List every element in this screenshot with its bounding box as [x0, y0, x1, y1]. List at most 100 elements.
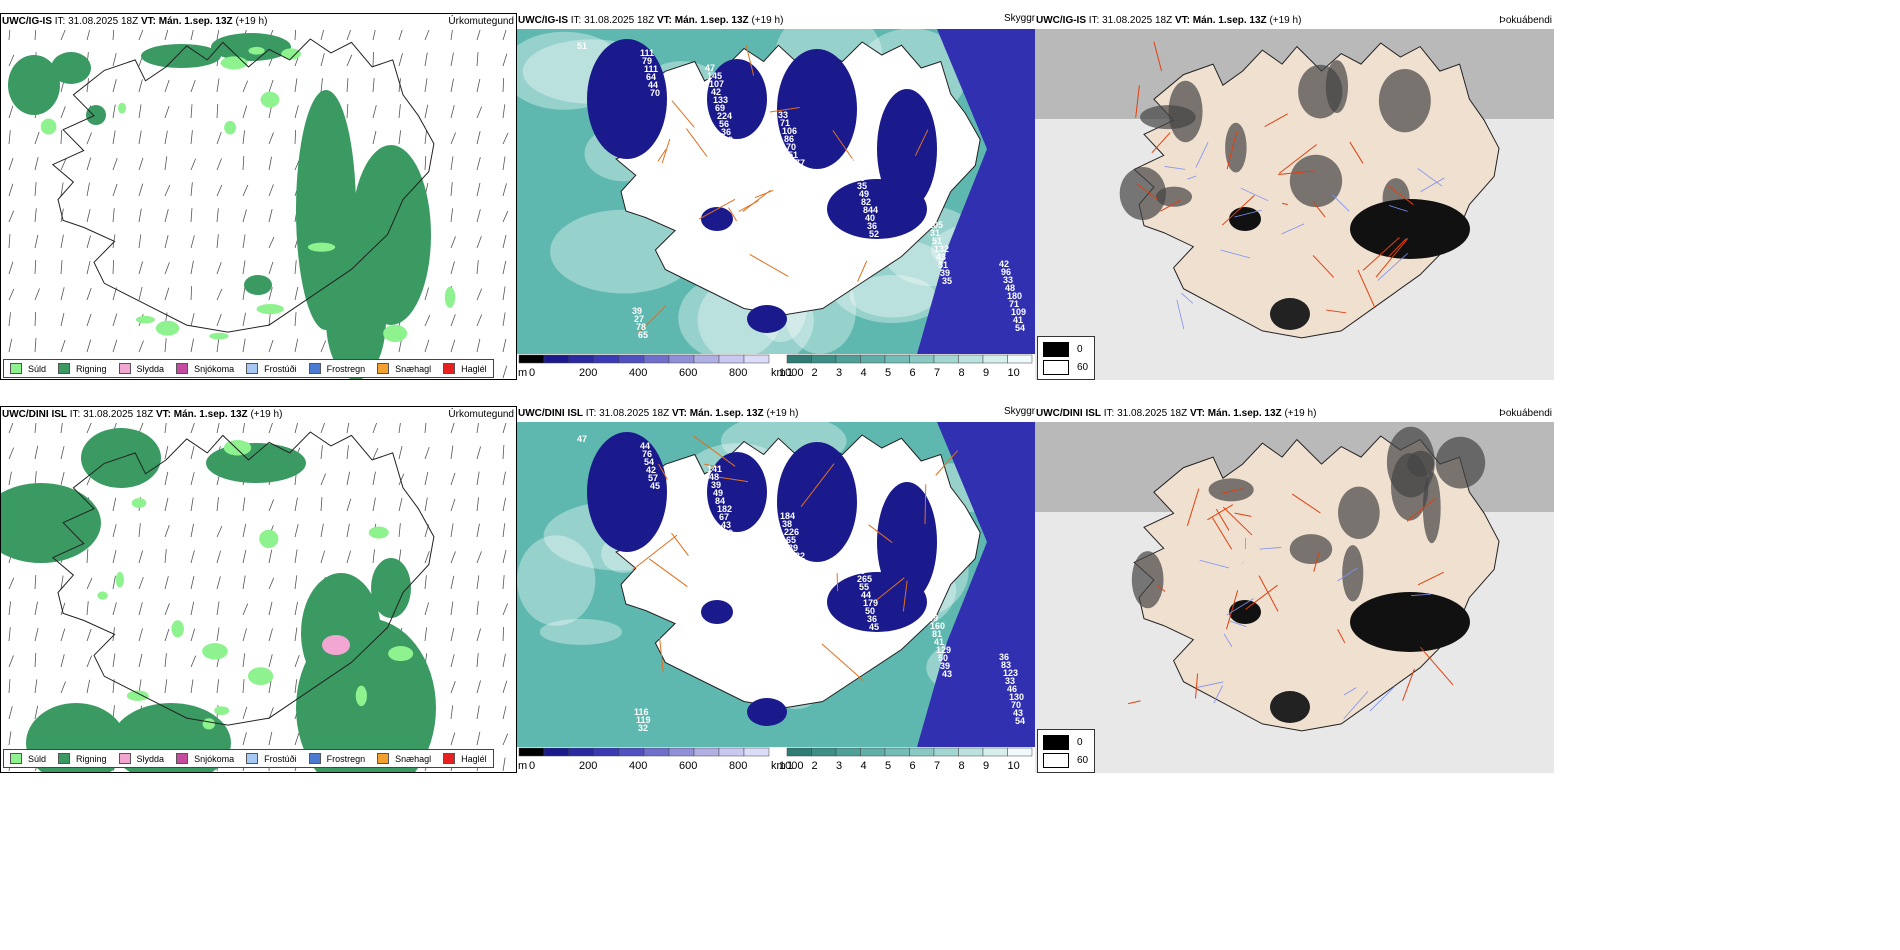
- wind-barb: [476, 78, 481, 93]
- drizzle-area: [247, 667, 274, 686]
- height-scale-step: [568, 354, 595, 364]
- cloud-panel-row1: UWC/IG-IS IT: 31.08.2025 18Z VT: Mán. 1.…: [1035, 13, 1554, 380]
- wind-barb: [138, 104, 142, 119]
- panel-header: UWC/DINI ISL IT: 31.08.2025 18Z VT: Mán.…: [1035, 406, 1554, 422]
- wind-barb: [294, 78, 298, 93]
- visibility-label: 43: [936, 252, 946, 262]
- wind-barb: [320, 497, 323, 512]
- wind-barb: [112, 208, 115, 223]
- vis-scale-step: [884, 747, 910, 757]
- road: [1226, 590, 1239, 630]
- model-name: UWC/DINI ISL: [1036, 408, 1101, 419]
- wind-barb: [86, 30, 91, 41]
- road: [1221, 194, 1255, 226]
- wind-barb: [8, 423, 14, 434]
- wind-barb: [60, 602, 66, 616]
- height-scale-step: [543, 354, 570, 364]
- legend-label: Frostregn: [326, 753, 366, 764]
- wind-barb: [86, 182, 90, 197]
- road: [692, 434, 736, 467]
- vis-scale-unit: km: [771, 367, 786, 379]
- wind-barb: [242, 653, 246, 668]
- wind-barb: [60, 260, 63, 275]
- height-scale-step: [643, 354, 670, 364]
- legend-item: Rigning: [58, 363, 107, 374]
- wind-barb: [34, 30, 37, 41]
- low-visibility: [747, 305, 787, 333]
- wind-barb: [242, 80, 249, 93]
- panel-header: UWC/IG-IS IT: 31.08.2025 18Z VT: Mán. 1.…: [1, 14, 516, 30]
- wind-barb: [450, 472, 456, 486]
- river: [1181, 292, 1194, 304]
- wind-barb: [86, 577, 93, 590]
- wind-barb: [268, 312, 271, 327]
- wind-barb: [164, 445, 169, 460]
- road: [704, 463, 721, 469]
- vis-scale-step: [835, 354, 861, 364]
- wind-barb: [372, 447, 379, 460]
- wind-barb: [190, 286, 193, 301]
- wind-barb: [216, 314, 222, 327]
- wind-barb: [450, 627, 455, 642]
- wind-barb: [372, 130, 377, 145]
- height-scale-step: [743, 354, 770, 364]
- low-visibility: [747, 698, 787, 726]
- fog-patch: [1208, 478, 1254, 502]
- height-scale-step: [743, 747, 770, 757]
- visibility-label: 106: [782, 126, 797, 136]
- wind-barb: [450, 78, 454, 93]
- fog-legend-min: 60: [1077, 755, 1089, 766]
- legend-item: Haglél: [443, 363, 487, 374]
- visibility-label: 133: [713, 95, 728, 105]
- wind-barb: [502, 210, 509, 223]
- wind-barb: [502, 549, 507, 564]
- wind-barb: [398, 338, 403, 353]
- wind-barb: [34, 260, 37, 275]
- wind-barb: [190, 472, 195, 486]
- wind-barb: [268, 184, 274, 197]
- product-name: Þokuábendi: [1499, 15, 1552, 26]
- wind-barb: [268, 601, 273, 616]
- wind-barb: [216, 30, 220, 41]
- wind-barb: [502, 132, 509, 145]
- lead-time: (+19 h): [250, 409, 283, 420]
- wind-barb: [216, 158, 222, 171]
- wind-barb: [8, 312, 11, 327]
- wind-barb: [502, 733, 509, 746]
- legend-swatch: [308, 753, 321, 764]
- wind-barb: [450, 30, 453, 41]
- model-name: UWC/IG-IS: [518, 15, 568, 26]
- visibility-label: 76: [642, 449, 652, 459]
- road: [1313, 552, 1320, 572]
- fog-legend-max: 0: [1077, 737, 1083, 748]
- river: [1176, 299, 1185, 330]
- wind-barb: [450, 314, 456, 327]
- wind-barb: [138, 602, 143, 616]
- rain-area: [371, 558, 411, 618]
- wind-barb: [424, 30, 430, 41]
- wind-barb: [294, 105, 299, 119]
- wind-barb: [138, 208, 142, 223]
- legend-swatch: [58, 753, 71, 764]
- wind-barb: [398, 423, 401, 434]
- visibility-label: 65: [786, 535, 796, 545]
- wind-barb: [268, 549, 273, 564]
- legend-swatch: [176, 753, 189, 764]
- wind-barb: [450, 105, 455, 119]
- drizzle-area: [444, 286, 456, 308]
- fog-swatch-dark: [1043, 342, 1069, 357]
- wind-barb: [268, 423, 273, 434]
- height-scale-tick: 600: [679, 760, 697, 772]
- river: [1240, 187, 1269, 202]
- low-vis-sea: [917, 422, 1035, 747]
- wind-barb: [8, 234, 11, 249]
- height-scale-step: [668, 747, 695, 757]
- wind-barb: [216, 184, 223, 197]
- wind-barb: [294, 524, 299, 538]
- visibility-label: 84: [715, 496, 725, 506]
- wind-barb: [294, 549, 298, 564]
- wind-barb: [138, 523, 141, 538]
- height-scale-tick: 200: [579, 367, 597, 379]
- wind-barb: [268, 79, 274, 93]
- vis-product-label: Skyggni: [1004, 13, 1040, 25]
